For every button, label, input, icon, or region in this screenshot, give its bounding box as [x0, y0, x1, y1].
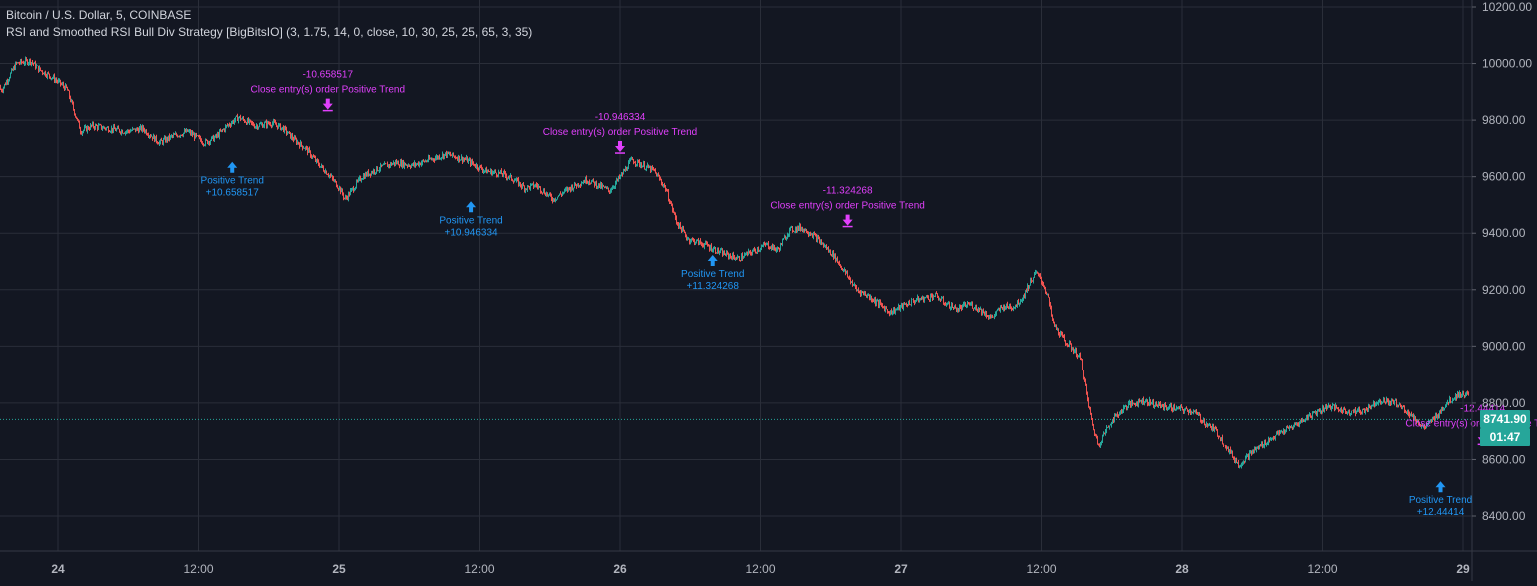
time-tick-label: 24: [51, 562, 65, 576]
bar-countdown-label: 01:47: [1480, 428, 1530, 447]
price-tick-label: 8400.00: [1482, 509, 1526, 523]
entry-arrow-icon: [707, 255, 718, 267]
price-tick-label: 9600.00: [1482, 170, 1526, 184]
exit-value: -10.946334: [595, 112, 646, 123]
time-tick-label: 27: [894, 562, 908, 576]
entry-value: +10.946334: [445, 227, 499, 238]
exit-value: -11.324268: [823, 186, 873, 197]
exit-label: Close entry(s) order Positive Trend: [770, 201, 925, 212]
exit-arrow-icon: [322, 98, 333, 110]
time-tick-label: 12:00: [183, 562, 213, 576]
time-tick-label: 12:00: [1307, 562, 1337, 576]
entry-value: +12.44414: [1417, 507, 1465, 518]
entry-value: +10.658517: [206, 188, 260, 199]
entry-label: Positive Trend: [1409, 495, 1472, 506]
entry-value: +11.324268: [687, 281, 740, 292]
time-tick-label: 12:00: [745, 562, 775, 576]
entry-marker[interactable]: Positive Trend+10.946334: [439, 201, 503, 238]
strategy-params: (3, 1.75, 14, 0, close, 10, 30, 25, 25, …: [286, 25, 533, 39]
exit-value: -12.44414: [1460, 403, 1505, 414]
exit-arrow-icon: [615, 141, 625, 153]
price-tick-label: 8600.00: [1482, 452, 1526, 466]
entry-arrow-icon: [1435, 481, 1446, 493]
price-tick-label: 10000.00: [1482, 57, 1532, 71]
exit-marker[interactable]: Close entry(s) order Positive Trend -10.6…: [251, 70, 406, 112]
entry-label: Positive Trend: [439, 215, 502, 226]
exit-marker[interactable]: Close entry(s) order Positive Trend -11.3…: [770, 186, 925, 228]
time-tick-label: 26: [613, 562, 627, 576]
time-tick-label: 25: [332, 562, 346, 576]
time-tick-label: 28: [1175, 562, 1189, 576]
exit-label: Close entry(s) order Positive Trend: [1405, 418, 1537, 429]
exit-marker[interactable]: Close entry(s) order Positive Trend -10.9…: [543, 112, 698, 154]
price-tick-label: 9400.00: [1482, 226, 1526, 240]
entry-label: Positive Trend: [681, 269, 744, 280]
exit-arrow-icon: [842, 214, 853, 226]
strategy-legend[interactable]: RSI and Smoothed RSI Bull Div Strategy […: [6, 24, 532, 41]
entry-marker[interactable]: Positive Trend+10.658517: [201, 161, 264, 199]
time-tick-label: 12:00: [464, 562, 494, 576]
chart-legend: Bitcoin / U.S. Dollar, 5, COINBASE RSI a…: [6, 7, 532, 41]
entry-label: Positive Trend: [201, 176, 264, 187]
exit-label: Close entry(s) order Positive Trend: [543, 127, 698, 138]
time-tick-label: 12:00: [1026, 562, 1056, 576]
candles: [0, 56, 1469, 469]
entry-arrow-icon: [466, 201, 477, 213]
price-tick-label: 9800.00: [1482, 113, 1526, 127]
exit-value: -10.658517: [302, 70, 353, 81]
entry-marker[interactable]: Positive Trend+12.44414: [1409, 481, 1472, 518]
exit-label: Close entry(s) order Positive Trend: [251, 85, 406, 96]
last-price-label: 8741.90: [1480, 410, 1530, 429]
grid-lines: [0, 0, 1472, 551]
strategy-name: RSI and Smoothed RSI Bull Div Strategy […: [6, 25, 283, 39]
price-tick-label: 9000.00: [1482, 339, 1526, 353]
symbol-title[interactable]: Bitcoin / U.S. Dollar, 5, COINBASE: [6, 8, 192, 22]
price-tick-label: 8800.00: [1482, 396, 1526, 410]
entry-marker[interactable]: Positive Trend+11.324268: [681, 255, 744, 292]
price-tick-label: 10200.00: [1482, 0, 1532, 14]
price-tick-label: 9200.00: [1482, 283, 1526, 297]
entry-arrow-icon: [227, 161, 238, 173]
time-tick-label: 29: [1456, 562, 1470, 576]
